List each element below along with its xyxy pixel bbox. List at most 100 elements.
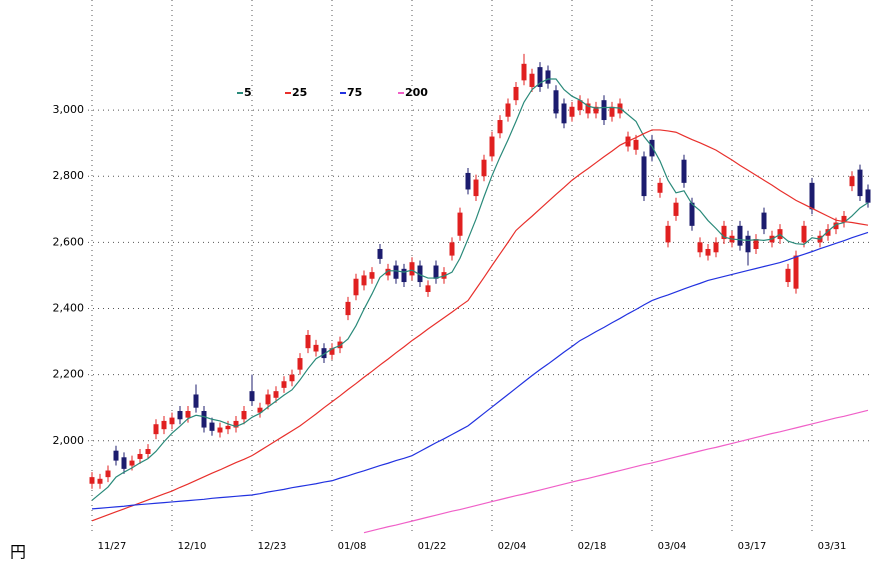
candle-body [137,453,143,459]
y-tick-label: 2,400 [53,302,85,315]
legend-label: 5 [244,86,252,99]
candle-body [809,182,815,210]
candle-body [457,212,463,236]
ma-line [91,231,869,510]
candle-body [209,422,215,431]
candle-body [241,411,247,420]
candle-body [521,63,527,81]
candle-body [793,255,799,289]
legend-label: 25 [292,86,307,99]
candle-body [257,407,263,413]
legend-label: 75 [347,86,362,99]
candle-body [593,106,599,114]
candle-body [449,242,455,256]
candle-body [145,449,151,454]
candle-body [161,420,167,430]
candle-body [105,470,111,478]
candle-body [321,348,327,359]
candle-body [529,73,535,87]
candle-body [673,202,679,216]
candle-body [113,450,119,461]
candle-body [601,100,607,121]
candle-body [833,222,839,230]
candle-body [369,272,375,279]
y-tick-label: 2,000 [53,434,85,447]
x-tick-label: 01/22 [418,541,447,552]
candle-body [329,348,335,355]
candle-body [409,262,415,276]
candle-body [497,120,503,134]
ma-line [363,409,869,534]
candle-body [737,225,743,246]
x-tick-label: 03/04 [658,541,687,552]
candle-body [385,268,391,276]
candle-body [201,411,207,428]
candle-body [345,301,351,316]
candle-body [689,202,695,226]
candle-body [641,156,647,197]
candle-body [281,381,287,388]
candle-body [425,285,431,292]
candle-body [857,169,863,197]
candle-body [649,139,655,157]
candle-body [577,100,583,111]
candle-body [401,268,407,283]
candle-body [89,477,95,484]
candle-body [169,417,175,425]
candle-body [585,103,591,114]
candle-body [537,67,543,87]
x-tick-label: 12/10 [178,541,207,552]
candle-body [865,189,871,203]
candle-body [665,225,671,243]
x-tick-label: 11/27 [98,541,127,552]
x-tick-label: 03/17 [738,541,767,552]
candle-body [225,425,231,430]
candle-body [129,460,135,466]
candle-body [801,225,807,243]
candle-body [313,344,319,352]
x-tick-label: 01/08 [338,541,367,552]
candle-body [697,242,703,253]
candle-body [121,457,127,469]
candle-body [481,159,487,177]
candle-body [273,391,279,398]
candle-body [193,394,199,408]
candle-body [609,106,615,117]
y-tick-label: 2,600 [53,235,85,248]
candle-body [473,179,479,197]
candle-body [657,182,663,193]
candle-body [361,275,367,286]
candle-body [561,103,567,124]
candle-body [849,176,855,187]
candle-body [433,265,439,279]
ma-line [91,129,869,522]
candle-body [489,136,495,157]
candle-body [505,103,511,117]
candle-body [721,225,727,240]
candle-body [153,424,159,435]
candle-body [545,70,551,84]
legend-label: 200 [405,86,428,99]
candle-body [681,159,687,183]
candle-body [353,278,359,296]
candle-body [265,394,271,405]
candle-body [97,478,103,484]
x-tick-label: 02/18 [578,541,607,552]
candle-body [761,212,767,230]
candle-body [417,265,423,283]
x-tick-label: 03/31 [818,541,847,552]
candle-body [289,374,295,382]
y-unit: 円 [10,543,26,562]
candle-body [825,229,831,236]
candle-body [745,235,751,253]
candle-body [249,391,255,402]
candle-body [297,358,303,370]
ma-line [91,78,869,501]
candle-body [553,90,559,114]
y-tick-label: 3,000 [53,103,85,116]
candle-body [233,420,239,428]
x-tick-label: 02/04 [498,541,527,552]
y-tick-label: 2,200 [53,368,85,381]
y-tick-label: 2,800 [53,169,85,182]
